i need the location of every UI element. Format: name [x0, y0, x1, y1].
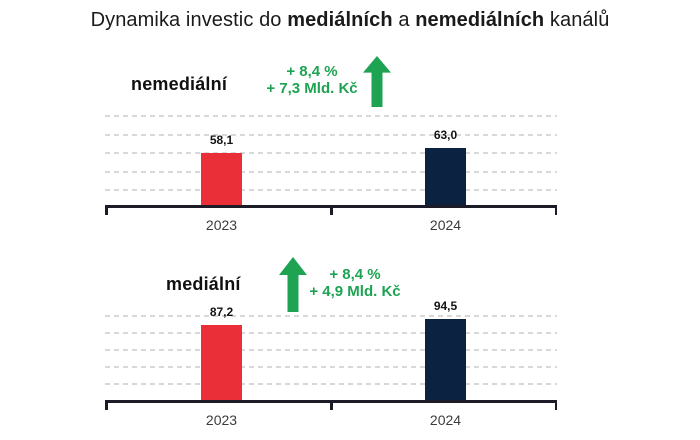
bar-value-label-2023: 87,2 — [209, 305, 234, 319]
chart-nemedialni: nemediální + 8,4 % + 7,3 Mld. Kč 58,1 63… — [0, 50, 700, 245]
bar-value-label-2024: 94,5 — [433, 299, 458, 313]
axis-tick — [105, 207, 108, 215]
gridline — [105, 349, 557, 351]
up-arrow-icon — [279, 257, 307, 312]
bar-value-label-2023: 58,1 — [209, 133, 234, 147]
bar-2023 — [201, 325, 242, 400]
gridline — [105, 134, 557, 136]
growth-annotation: + 8,4 % + 7,3 Mld. Kč — [256, 63, 368, 97]
x-axis-label-2024: 2024 — [429, 217, 462, 233]
x-axis — [105, 400, 557, 403]
title-bold-medialnich: mediálních — [287, 9, 393, 31]
chart-title: Dynamika investic do mediálních a nemedi… — [0, 9, 700, 32]
axis-tick — [554, 207, 557, 215]
bar-2024 — [425, 319, 466, 400]
gridline — [105, 152, 557, 154]
growth-amount-label: + 4,9 Mld. Kč — [309, 283, 401, 300]
gridline — [105, 366, 557, 368]
axis-tick — [105, 402, 108, 410]
title-text-3: kanálů — [544, 9, 610, 31]
gridline — [105, 115, 557, 117]
axis-tick — [330, 402, 333, 410]
chart-section-label: nemediální — [131, 74, 228, 94]
title-text-2: a — [392, 9, 416, 31]
growth-amount-label: + 7,3 Mld. Kč — [266, 80, 358, 97]
x-axis-label-2023: 2023 — [205, 412, 238, 428]
growth-annotation: + 8,4 % + 4,9 Mld. Kč — [299, 266, 411, 300]
bar-2023 — [201, 153, 242, 205]
x-axis-label-2024: 2024 — [429, 412, 462, 428]
title-bold-nemedialnich: nemediálních — [415, 9, 545, 31]
x-axis-label-2023: 2023 — [205, 217, 238, 233]
up-arrow-icon — [363, 56, 391, 107]
axis-tick — [554, 402, 557, 410]
gridline — [105, 383, 557, 385]
title-text-1: Dynamika investic do — [90, 9, 288, 31]
growth-percent-label: + 8,4 % — [329, 266, 381, 283]
bar-2024 — [425, 148, 466, 205]
gridline — [105, 315, 557, 317]
chart-medialni: mediální + 8,4 % + 4,9 Mld. Kč 87,2 94,5… — [0, 245, 700, 440]
gridline — [105, 189, 557, 191]
gridline — [105, 171, 557, 173]
growth-percent-label: + 8,4 % — [286, 63, 338, 80]
gridline — [105, 332, 557, 334]
chart-section-label: mediální — [166, 274, 241, 294]
bar-value-label-2024: 63,0 — [433, 128, 458, 142]
axis-tick — [330, 207, 333, 215]
x-axis — [105, 205, 557, 208]
